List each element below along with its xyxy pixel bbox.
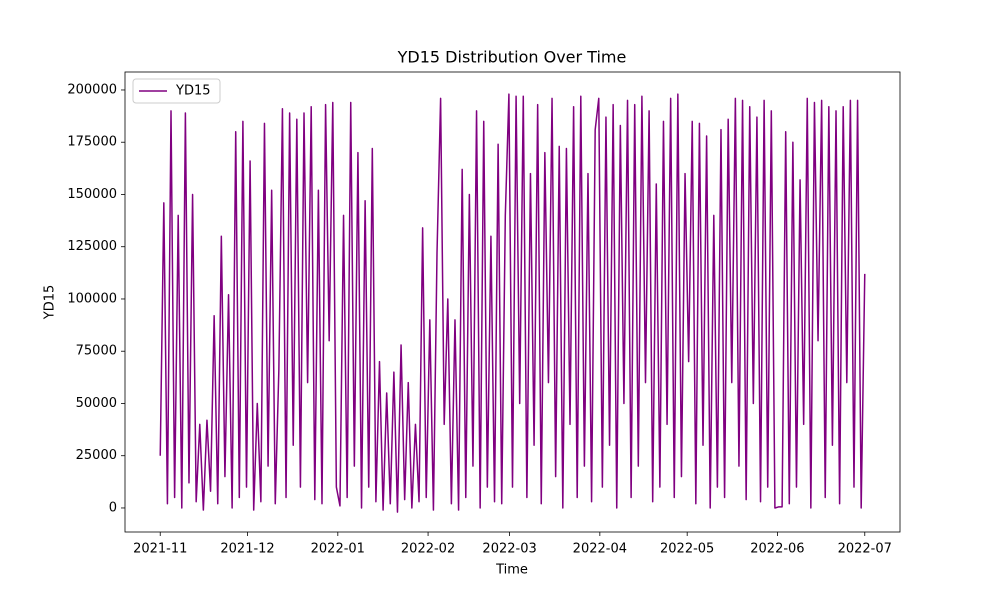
x-tick-label: 2021-12 — [220, 542, 274, 557]
y-axis-label: YD15 — [43, 285, 58, 321]
y-tick-label: 100000 — [67, 291, 117, 306]
y-tick-label: 175000 — [67, 135, 117, 150]
y-tick-label: 150000 — [67, 187, 117, 202]
x-tick-label: 2022-04 — [573, 542, 627, 557]
legend-label: YD15 — [175, 84, 211, 99]
x-tick-label: 2021-11 — [133, 542, 187, 557]
y-tick-label: 0 — [109, 500, 117, 515]
data-line — [159, 93, 866, 513]
x-tick-label: 2022-03 — [482, 542, 536, 557]
legend-box — [132, 78, 221, 104]
chart-title: YD15 Distribution Over Time — [397, 48, 627, 67]
x-tick-label: 2022-07 — [838, 542, 892, 557]
y-tick-label: 25000 — [76, 448, 117, 463]
x-tick-label: 2022-01 — [311, 542, 365, 557]
y-tick-label: 125000 — [67, 239, 117, 254]
x-tick-label: 2022-02 — [401, 542, 455, 557]
x-axis-label: Time — [495, 563, 528, 578]
x-tick-label: 2022-06 — [750, 542, 804, 557]
y-tick-label: 200000 — [67, 82, 117, 97]
plot-frame — [124, 71, 901, 533]
x-tick-label: 2022-05 — [660, 542, 714, 557]
y-tick-label: 50000 — [76, 396, 117, 411]
y-tick-label: 75000 — [76, 344, 117, 359]
